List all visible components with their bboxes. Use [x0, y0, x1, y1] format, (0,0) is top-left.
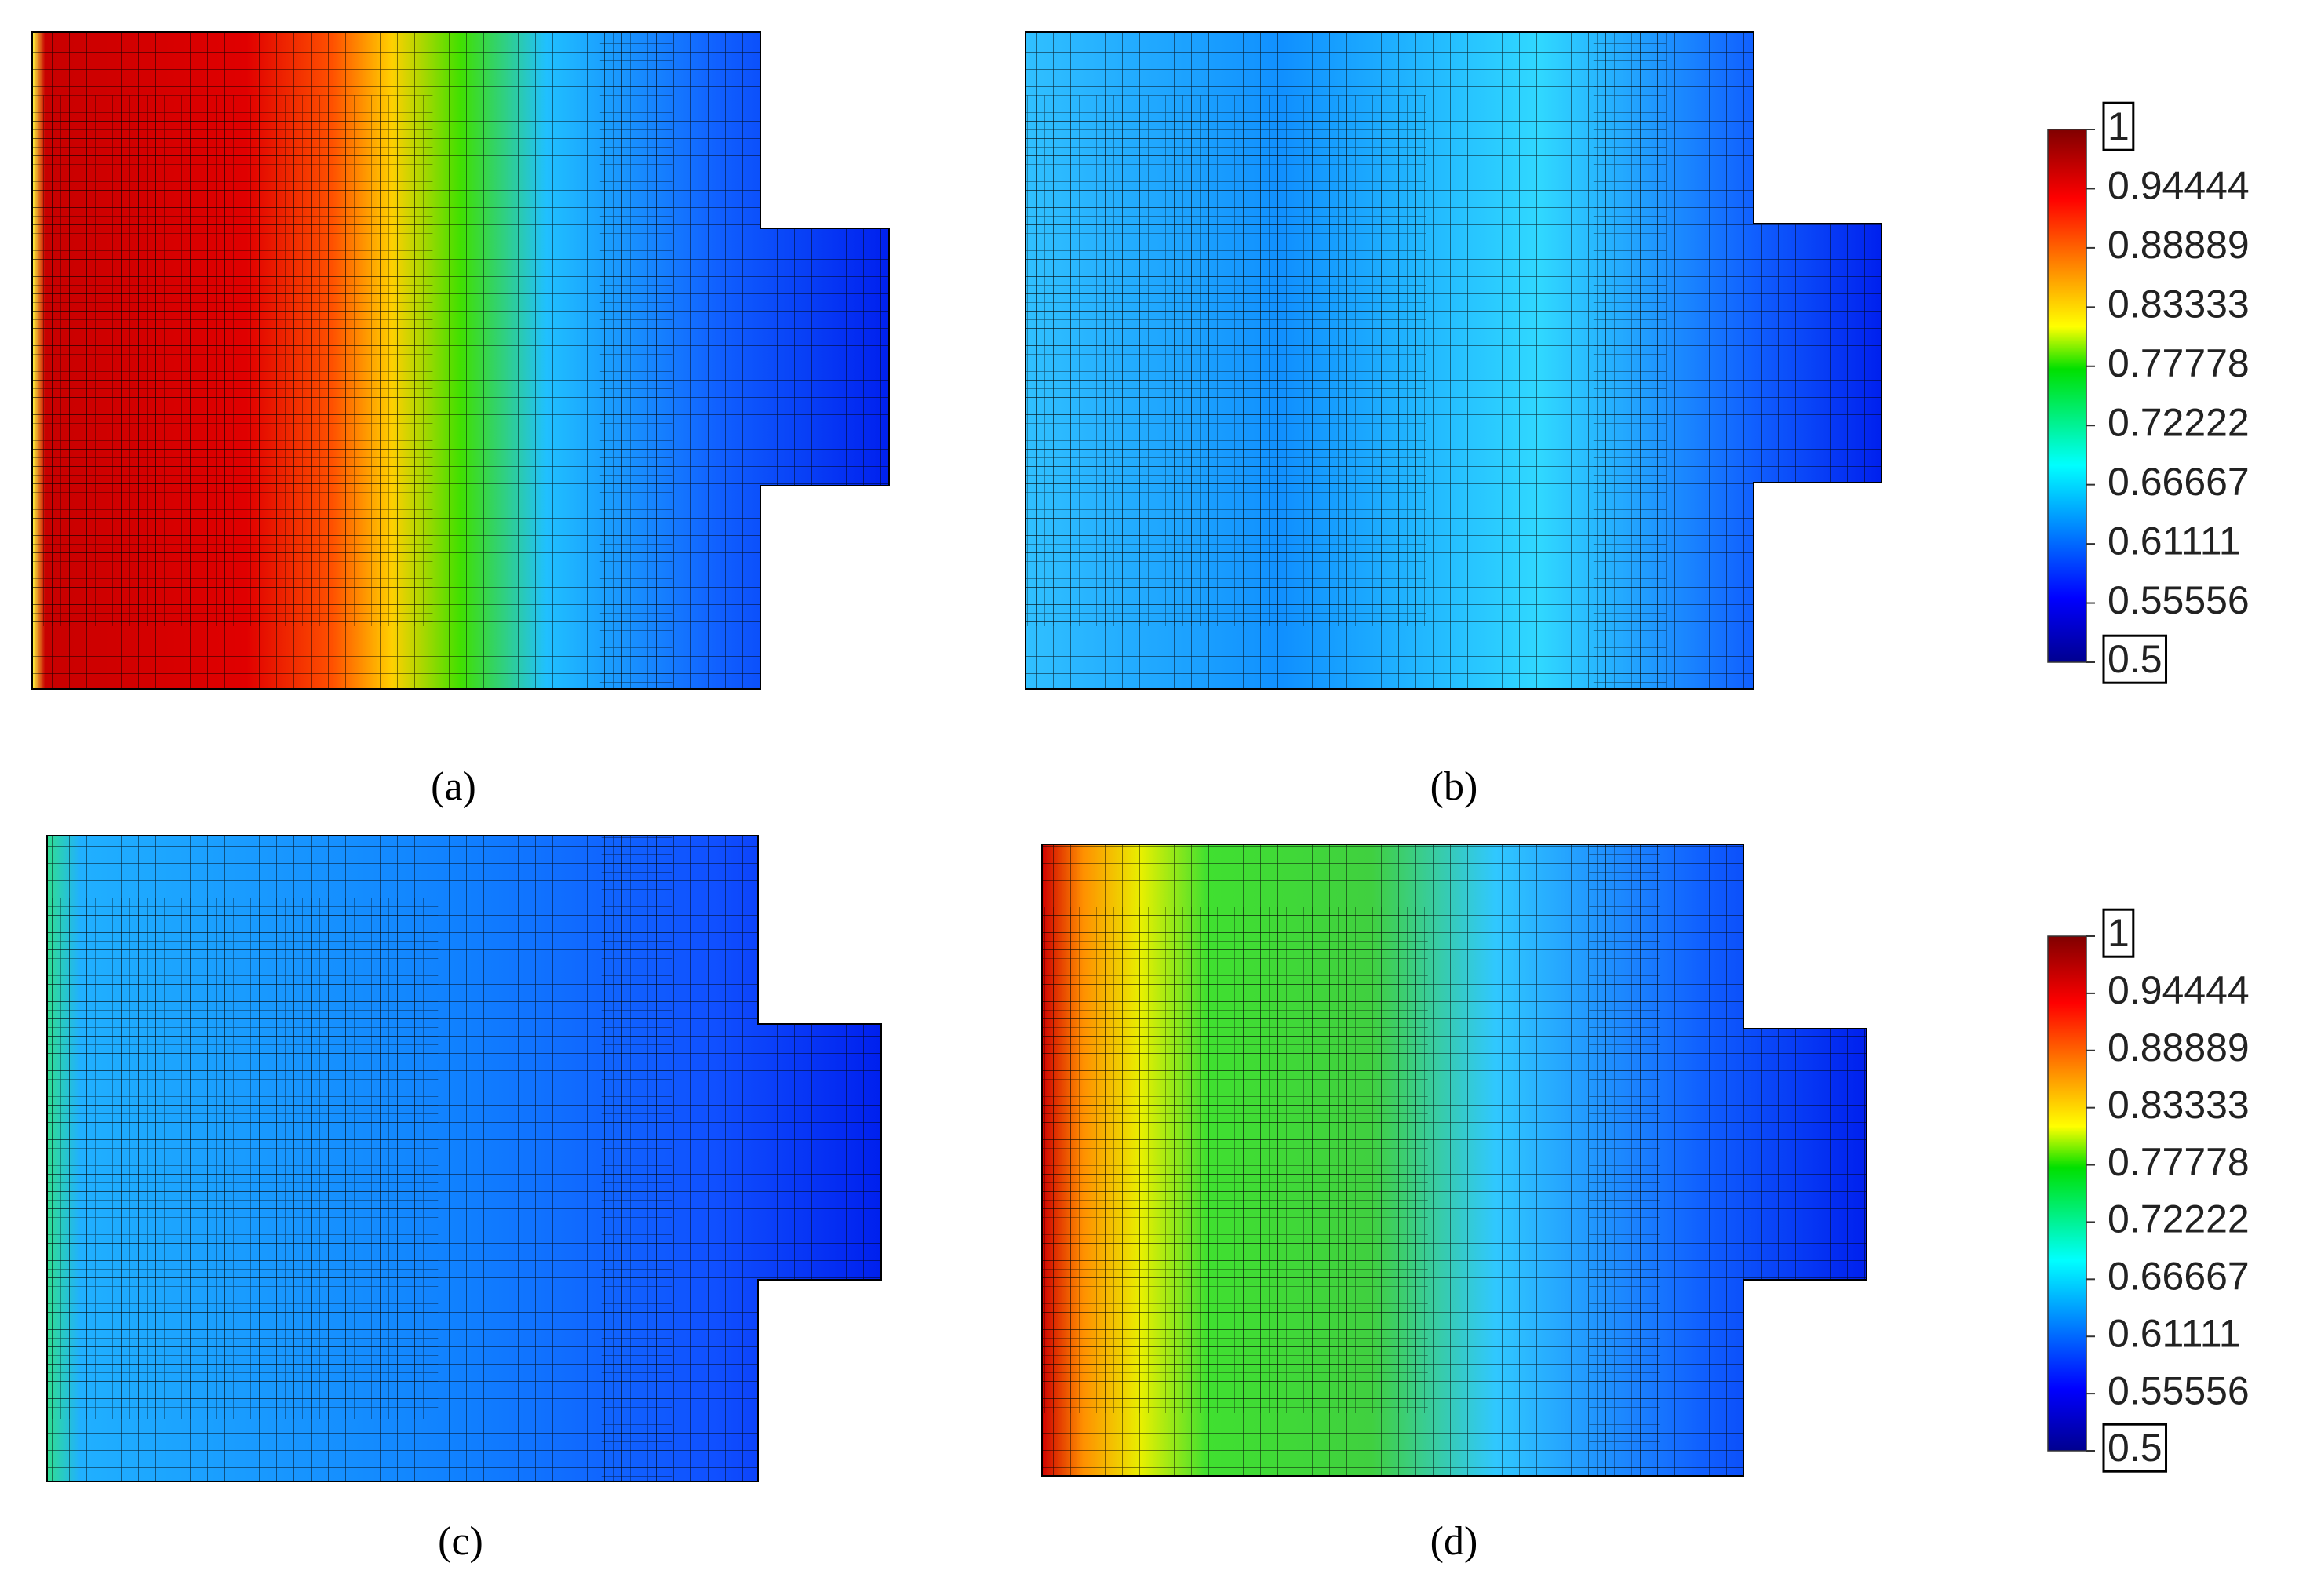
mesh-fine — [1042, 907, 1428, 1413]
tick-label: 0.94444 — [2108, 164, 2250, 208]
tick-label: 1 — [2108, 104, 2130, 148]
tick-box — [2102, 101, 2135, 151]
tick-label: 1 — [2108, 911, 2130, 955]
tick-label: 0.61111 — [2108, 1311, 2241, 1355]
mesh-fine — [1589, 844, 1660, 1476]
tick-label: 0.66667 — [2108, 460, 2250, 504]
tick-label: 0.88889 — [2108, 1026, 2250, 1069]
contour-plot — [1025, 31, 1882, 690]
mesh-fine — [1593, 32, 1667, 689]
tick-label: 0.55556 — [2108, 578, 2250, 622]
outline — [46, 835, 882, 1482]
tick-label: 0.5 — [2108, 637, 2162, 681]
panel-label: (b) — [1430, 764, 1478, 809]
contour-plot — [46, 835, 882, 1482]
tick-label: 0.72222 — [2108, 1197, 2250, 1241]
tick-label: 0.66667 — [2108, 1255, 2250, 1299]
mesh-fine — [47, 898, 439, 1419]
outline — [1025, 31, 1882, 690]
tick-label: 0.83333 — [2108, 1083, 2250, 1127]
mesh-fine — [32, 95, 433, 626]
colorbar — [2047, 935, 2087, 1452]
colorbar — [2047, 129, 2087, 663]
mesh-fine — [1026, 95, 1426, 626]
contour-plot — [1041, 844, 1867, 1477]
panel-label: (d) — [1430, 1519, 1478, 1564]
outline — [31, 31, 890, 690]
mesh-fine — [601, 836, 673, 1481]
outline — [1041, 844, 1867, 1477]
tick-label: 0.88889 — [2108, 223, 2250, 267]
tick-label: 0.72222 — [2108, 400, 2250, 444]
tick-label: 0.61111 — [2108, 519, 2241, 563]
mesh-fine — [599, 32, 673, 689]
tick-box — [2102, 908, 2135, 958]
tick-label: 0.5 — [2108, 1426, 2162, 1470]
contour-plot — [31, 31, 890, 690]
panel-label: (c) — [438, 1519, 483, 1564]
tick-label: 0.94444 — [2108, 968, 2250, 1012]
panel-label: (a) — [431, 764, 476, 809]
tick-label: 0.77778 — [2108, 1140, 2250, 1184]
tick-label: 0.55556 — [2108, 1368, 2250, 1412]
tick-label: 0.77778 — [2108, 341, 2250, 385]
tick-box — [2102, 1423, 2168, 1473]
tick-label: 0.83333 — [2108, 282, 2250, 326]
tick-box — [2102, 634, 2168, 684]
